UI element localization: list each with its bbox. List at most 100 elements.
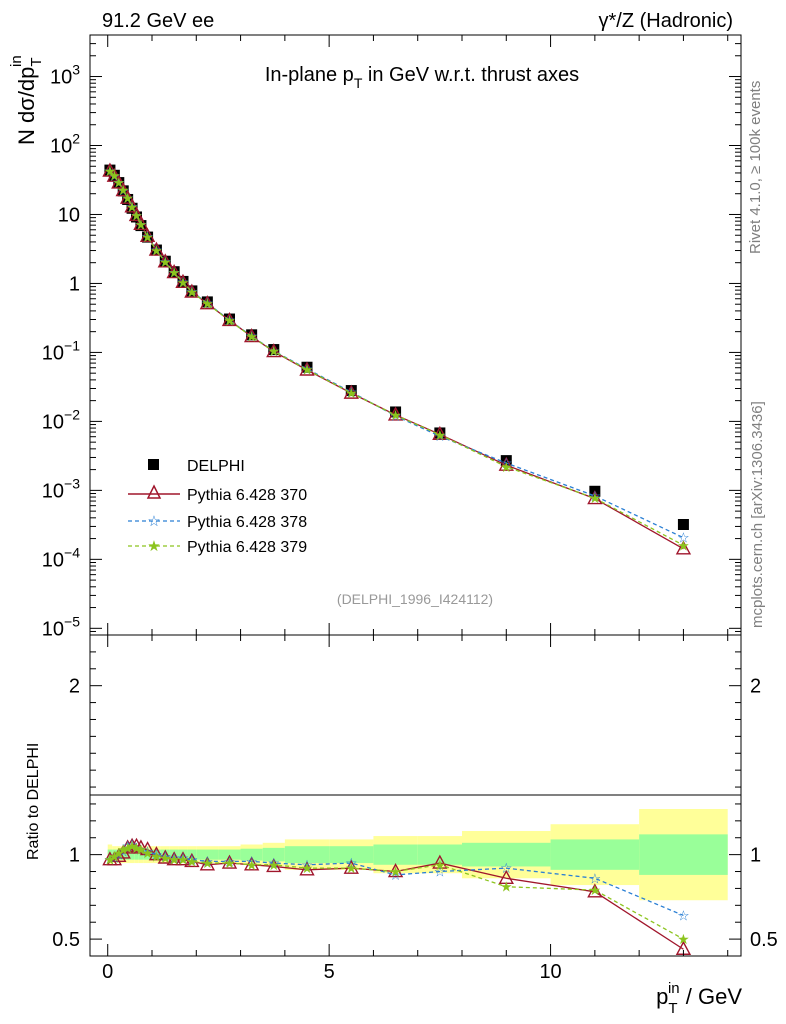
main-y-tick-label: 10−5 xyxy=(42,613,80,640)
main-y-tick-label: 10 xyxy=(58,204,80,226)
ratio-series-2-point: ☆ xyxy=(201,853,214,869)
delphi-data-point xyxy=(246,329,258,341)
main-y-tick-label: 10−3 xyxy=(42,475,80,502)
main-series-2-point: ☆ xyxy=(223,312,236,328)
ratio-series-2-point: ☆ xyxy=(345,855,358,871)
ratio-series-3-point: ★ xyxy=(201,855,214,871)
main-series-1-point xyxy=(243,328,260,343)
ratio-series-3-point: ★ xyxy=(117,842,130,858)
main-series-3-point: ★ xyxy=(301,362,314,378)
main-series-2-point: ☆ xyxy=(677,530,690,546)
main-title: In-plane pT in GeV w.r.t. thrust axes xyxy=(265,64,579,91)
ratio-series-2-point: ☆ xyxy=(301,857,314,873)
ratio-series-3-point: ★ xyxy=(223,855,236,871)
main-y-tick-label: 103 xyxy=(50,62,80,89)
ratio-series-3-point: ★ xyxy=(150,848,163,864)
main-series-3-point: ★ xyxy=(135,217,148,233)
ratio-series-2-point: ☆ xyxy=(434,864,447,880)
main-series-1-point xyxy=(221,311,238,327)
ratio-band-inner xyxy=(373,844,418,865)
main-y-tick-label: 1 xyxy=(69,273,80,295)
ratio-series-3-point: ★ xyxy=(104,852,117,868)
main-series-2-point: ☆ xyxy=(345,384,358,400)
ratio-series-1-point xyxy=(299,861,315,876)
ratio-y-tick-label-right: 2 xyxy=(750,676,761,698)
main-series-3-point: ★ xyxy=(677,537,690,553)
ratio-band-inner xyxy=(169,849,179,860)
ratio-series-1-point xyxy=(199,856,216,871)
ratio-series-3-point: ★ xyxy=(500,879,513,895)
ratio-x-axis: 0 5 10 xyxy=(102,635,729,983)
main-series-3-point: ★ xyxy=(126,199,139,215)
main-series-3-point: ★ xyxy=(500,459,513,475)
ratio-panel: ☆☆☆☆☆☆☆☆☆☆☆☆☆☆ ☆ ☆ ☆ ☆ ☆ ☆☆ ☆ ☆☆☆★★★★★★★★★★★★★★ ★… xyxy=(25,634,778,1017)
ratio-y-tick-label-right: 1 xyxy=(750,845,761,867)
ratio-series-3-point: ★ xyxy=(245,857,258,873)
analysis-reference: (DELPHI_1996_I424112) xyxy=(337,591,493,607)
ratio-series-1-point xyxy=(166,851,182,866)
main-series-3-point: ★ xyxy=(141,229,154,245)
legend-label-378: Pythia 6.428 378 xyxy=(187,514,307,531)
ratio-panel-frame xyxy=(89,634,742,957)
delphi-data-point xyxy=(345,385,357,397)
ratio-band-inner xyxy=(329,846,374,864)
main-y-tick-label: 10−4 xyxy=(42,544,80,571)
main-series-3-point: ★ xyxy=(589,490,602,506)
main-series-1-point xyxy=(166,264,182,279)
main-series-1-point xyxy=(184,283,200,298)
main-series-1-point xyxy=(498,456,514,471)
delphi-data-point xyxy=(301,361,313,373)
ratio-band-inner xyxy=(462,842,551,867)
main-series-1-point xyxy=(199,295,216,310)
main-series-2-point: ☆ xyxy=(245,328,258,344)
main-series-2-point: ☆ xyxy=(500,455,513,471)
ratio-series-3-point: ★ xyxy=(301,860,314,876)
ratio-band-inner xyxy=(121,849,126,860)
main-series-3-point: ★ xyxy=(186,284,199,300)
main-series-2-point: ☆ xyxy=(201,295,214,311)
ratio-series-3-point: ★ xyxy=(126,838,139,854)
ratio-band-inner xyxy=(639,834,728,875)
ratio-y-tick-label: 1 xyxy=(69,845,80,867)
ratio-series-1-point xyxy=(243,856,260,871)
ratio-series-2-point: ☆ xyxy=(223,853,236,869)
main-series-1-point xyxy=(119,189,136,204)
ratio-series-1-point xyxy=(587,883,603,898)
main-series-2-point: ☆ xyxy=(301,361,314,377)
ratio-series-1-point xyxy=(343,859,359,874)
ratio-series-1-point xyxy=(266,857,282,873)
header-right-label: γ*/Z (Hadronic) xyxy=(599,10,733,32)
main-series-2-point: ☆ xyxy=(434,428,447,444)
ratio-series-3-point: ★ xyxy=(389,864,402,880)
ratio-band-inner xyxy=(196,849,219,860)
main-series-1-point xyxy=(299,361,315,376)
main-series-1-point xyxy=(343,384,359,399)
ratio-series-2-point: ☆ xyxy=(126,836,139,852)
legend-marker-379: ★ xyxy=(147,538,160,555)
ratio-series-1-point xyxy=(498,869,514,884)
ratio-band-inner xyxy=(240,848,263,861)
main-series-2-point: ☆ xyxy=(389,408,402,424)
ratio-series-2-point: ☆ xyxy=(159,848,172,864)
legend-label-379: Pythia 6.428 379 xyxy=(187,539,307,556)
main-series-3-point: ★ xyxy=(177,274,190,290)
main-series-1-point xyxy=(111,174,127,189)
main-series-3-point: ★ xyxy=(108,168,121,184)
delphi-data-point xyxy=(131,211,142,223)
main-series-1-point xyxy=(175,273,191,288)
delphi-data-point xyxy=(268,344,280,356)
ratio-series-2-point: ☆ xyxy=(177,850,190,866)
ratio-series-2-point: ☆ xyxy=(245,853,258,869)
ratio-series-3-point: ★ xyxy=(135,842,148,858)
legend-label-370: Pythia 6.428 370 xyxy=(187,487,307,504)
ratio-series-3-point: ★ xyxy=(345,860,358,876)
ratio-series-3-point: ★ xyxy=(130,840,143,856)
main-series-1-point xyxy=(675,540,692,555)
main-series-1-point xyxy=(106,167,123,182)
ratio-series-2-line xyxy=(109,843,684,917)
ratio-band-inner xyxy=(134,849,139,860)
ratio-series-3-point: ★ xyxy=(268,857,281,873)
main-series-1-point xyxy=(148,241,165,256)
ratio-series-3-point: ★ xyxy=(186,853,199,869)
